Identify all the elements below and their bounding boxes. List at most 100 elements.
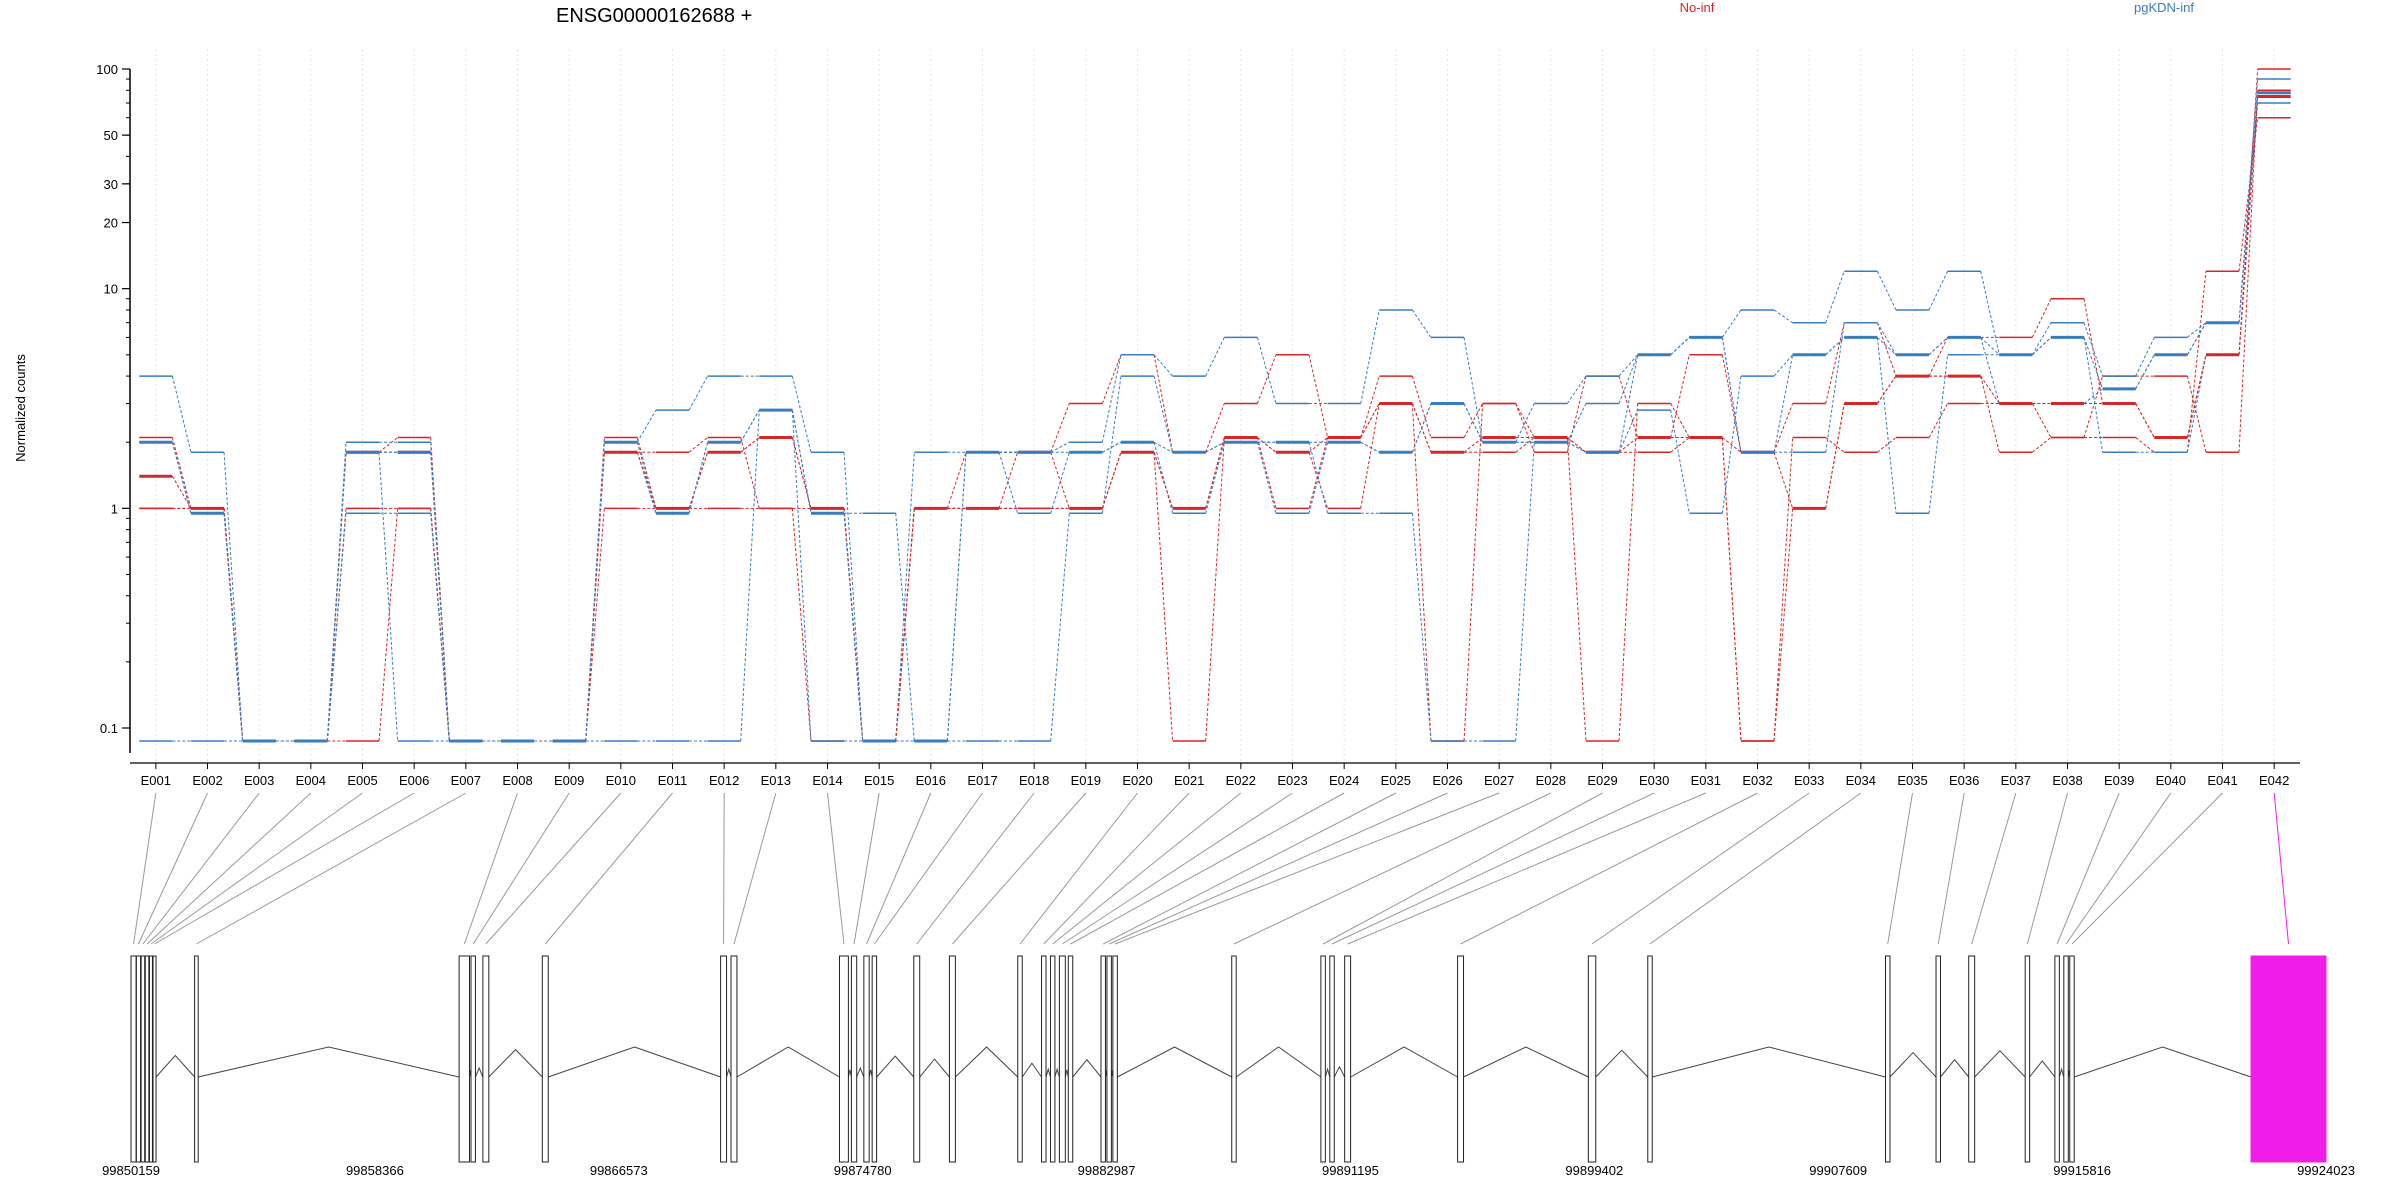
series-connector xyxy=(1566,375,1587,453)
series-connector xyxy=(1153,442,1174,514)
series-connector xyxy=(688,442,709,514)
series-connector xyxy=(791,437,812,509)
series-connector xyxy=(585,508,605,742)
series-connector xyxy=(1463,403,1484,742)
exon-connector xyxy=(1019,792,1138,945)
exon-e026 xyxy=(1106,955,1112,1163)
series-connector xyxy=(688,437,708,453)
exon-e004 xyxy=(144,955,150,1163)
exon-connector xyxy=(1233,792,1552,945)
exon-connector xyxy=(544,792,673,945)
exon-e003 xyxy=(140,955,146,1163)
series-connector xyxy=(171,437,192,509)
series-connector xyxy=(2186,354,2207,438)
series-connector xyxy=(1928,271,1949,311)
series-connector xyxy=(378,437,398,453)
intron xyxy=(1350,1046,1458,1078)
series-connector xyxy=(1515,437,1535,453)
intron xyxy=(736,1046,840,1078)
series-connector xyxy=(1256,437,1277,509)
series-connector xyxy=(1153,354,1174,377)
exon-label-e015: E015 xyxy=(864,773,894,788)
gene-model xyxy=(130,955,2327,1163)
exon-connector xyxy=(2273,792,2290,945)
series-connector xyxy=(1618,437,1638,453)
series-connector xyxy=(1566,403,1587,443)
exon-e011 xyxy=(541,955,549,1163)
series-connector xyxy=(2238,96,2259,355)
intron xyxy=(155,1054,195,1078)
coordinate-label: 99924023 xyxy=(2297,1163,2355,1178)
series-connector xyxy=(1101,376,1122,514)
series-connector xyxy=(1360,403,1380,438)
series-connector xyxy=(740,409,760,443)
series-connector xyxy=(1205,437,1225,509)
exon-label-e014: E014 xyxy=(812,773,842,788)
series-connector xyxy=(688,452,709,509)
series-connector xyxy=(1308,437,1328,453)
exon-label-e004: E004 xyxy=(296,773,326,788)
exon-e023 xyxy=(1058,955,1066,1163)
intron xyxy=(548,1046,721,1078)
series-connector xyxy=(740,410,760,742)
intron xyxy=(856,1066,865,1078)
series-connector xyxy=(1566,375,1587,404)
series-connector xyxy=(1722,437,1742,453)
series-connector xyxy=(1773,309,1793,324)
series-connector xyxy=(585,442,605,742)
series-connector xyxy=(688,375,709,411)
series-connector xyxy=(1670,354,1690,438)
coordinate-label: 99915816 xyxy=(2053,1163,2111,1178)
exon-connector xyxy=(873,792,983,945)
exon-connector xyxy=(1102,792,1397,945)
intron xyxy=(198,1046,460,1078)
series-connector xyxy=(1411,513,1432,742)
exon-connector xyxy=(142,792,260,945)
series-connector xyxy=(2135,403,2155,438)
series-connector xyxy=(1928,337,1948,356)
intron xyxy=(919,1058,950,1078)
exon-label-e016: E016 xyxy=(916,773,946,788)
legend-no-inf: No-inf xyxy=(1680,0,1715,15)
series-connector xyxy=(1411,403,1432,742)
series-pgkdn-inf xyxy=(139,91,2291,742)
exon-e022 xyxy=(1049,955,1056,1163)
series-connector xyxy=(1308,437,1329,509)
series-connector xyxy=(1463,403,1484,438)
exon-connector xyxy=(138,792,208,945)
exon-connector xyxy=(827,792,845,945)
exon-label-e021: E021 xyxy=(1174,773,1204,788)
exon-connector xyxy=(1347,792,1707,945)
series-connector xyxy=(2032,337,2052,356)
series-connector xyxy=(1980,337,2000,404)
series-connector xyxy=(1670,410,1690,514)
series-connector xyxy=(171,375,192,453)
exon-label-e037: E037 xyxy=(2001,773,2031,788)
series-connector xyxy=(1876,322,1897,377)
series-connector xyxy=(1515,403,1535,453)
series-connector xyxy=(171,442,192,514)
exon-connector xyxy=(1108,792,1448,945)
exon-e035 xyxy=(1885,955,1891,1163)
series-connector xyxy=(1050,441,1070,453)
series-connector xyxy=(1618,354,1639,404)
series-connector xyxy=(2186,322,2207,356)
exon-connector xyxy=(1322,792,1603,945)
exon-connector xyxy=(1887,792,1913,945)
exon-label-e029: E029 xyxy=(1587,773,1617,788)
series-connector xyxy=(1050,513,1070,742)
series-connector xyxy=(1773,508,1794,742)
series-connector xyxy=(2031,322,2052,356)
series-connector xyxy=(636,409,657,443)
series-connector xyxy=(740,437,760,509)
series-connector xyxy=(2186,354,2207,453)
exon-label-e001: E001 xyxy=(141,773,171,788)
series-connector xyxy=(1825,271,1845,323)
series-connector xyxy=(1721,437,1742,742)
series-connector xyxy=(2083,388,2103,404)
series-connector xyxy=(1256,337,1277,404)
series-connector xyxy=(791,410,812,514)
y-axis: 0.1 1 10 20 30 50 100 xyxy=(96,62,131,753)
series-connector xyxy=(1825,337,1845,356)
